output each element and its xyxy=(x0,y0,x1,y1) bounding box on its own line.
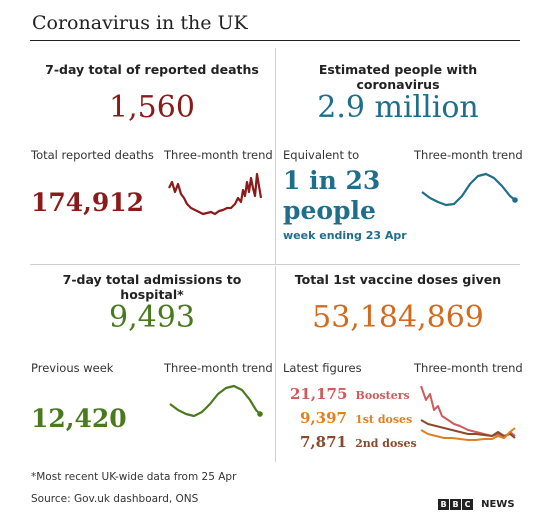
boosters-value: 21,175 xyxy=(290,385,348,403)
vaccines-trend-label: Three-month trend xyxy=(414,361,523,375)
vaccines-total-value: 53,184,869 xyxy=(312,300,484,335)
deaths-trend-sparkline xyxy=(168,172,263,216)
title-rule xyxy=(30,40,520,41)
deaths-total-label: Total reported deaths xyxy=(31,148,154,162)
deaths-total-value: 174,912 xyxy=(31,188,145,217)
admissions-trend-sparkline xyxy=(169,384,263,418)
infections-value: 2.9 million xyxy=(317,90,479,125)
admissions-weekly-value: 9,493 xyxy=(109,300,195,335)
vaccines-boosters-row: 21,175 Boosters xyxy=(290,384,410,403)
horizontal-divider xyxy=(30,264,520,265)
infections-trend-sparkline xyxy=(421,172,518,207)
vaccines-first-row: 9,397 1st doses xyxy=(300,408,412,427)
admissions-prev-label: Previous week xyxy=(31,361,114,375)
vaccines-heading: Total 1st vaccine doses given xyxy=(294,272,502,287)
infections-week-note: week ending 23 Apr xyxy=(283,229,407,242)
second-doses-value: 7,871 xyxy=(300,433,347,451)
footnote: *Most recent UK-wide data from 25 Apr xyxy=(31,471,237,483)
logo-letter-b2: B xyxy=(450,499,461,510)
source-line: Source: Gov.uk dashboard, ONS xyxy=(31,493,199,505)
admissions-trend-label: Three-month trend xyxy=(164,361,273,375)
vaccines-trend-sparkline xyxy=(420,385,516,441)
vertical-divider-top xyxy=(275,48,276,264)
boosters-label: Boosters xyxy=(355,389,410,402)
vaccines-second-row: 7,871 2nd doses xyxy=(300,432,417,451)
infections-trend-label: Three-month trend xyxy=(414,148,523,162)
deaths-trend-label: Three-month trend xyxy=(164,148,273,162)
logo-letter-b1: B xyxy=(438,499,449,510)
admissions-prev-value: 12,420 xyxy=(31,404,127,433)
infections-ratio-line1: 1 in 23 xyxy=(283,166,381,195)
page-title: Coronavirus in the UK xyxy=(32,12,248,34)
infections-heading: Estimated people with coronavirus xyxy=(318,62,478,92)
vaccines-latest-label: Latest figures xyxy=(283,361,362,375)
infections-equiv-label: Equivalent to xyxy=(283,148,360,162)
deaths-weekly-value: 1,560 xyxy=(109,90,195,125)
first-doses-value: 9,397 xyxy=(300,409,347,427)
admissions-heading: 7-day total admissions to hospital* xyxy=(62,272,242,302)
deaths-heading: 7-day total of reported deaths xyxy=(45,62,259,77)
infections-ratio-line2: people xyxy=(283,196,376,225)
vertical-divider-bottom xyxy=(275,266,276,462)
logo-news-text: NEWS xyxy=(481,499,515,510)
first-doses-label: 1st doses xyxy=(355,413,413,426)
second-doses-label: 2nd doses xyxy=(355,437,417,450)
logo-letter-c: C xyxy=(462,499,473,510)
